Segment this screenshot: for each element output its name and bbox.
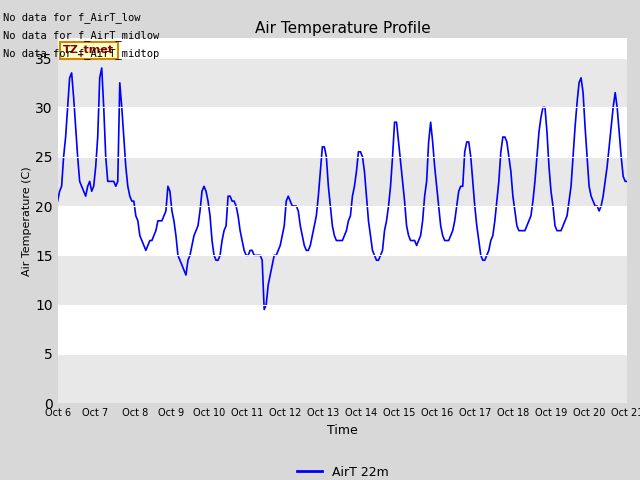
Bar [58, 354, 627, 403]
Bar [58, 58, 627, 108]
Bar [58, 255, 627, 305]
Legend: AirT 22m: AirT 22m [292, 460, 393, 480]
Y-axis label: Air Temperature (C): Air Temperature (C) [22, 166, 33, 276]
Text: TZ_tmet: TZ_tmet [63, 45, 115, 56]
Text: No data for f_AirT_midlow: No data for f_AirT_midlow [3, 30, 159, 41]
Text: No data for f_AirT_low: No data for f_AirT_low [3, 12, 141, 23]
Title: Air Temperature Profile: Air Temperature Profile [255, 21, 430, 36]
Text: No data for f_AirT_midtop: No data for f_AirT_midtop [3, 48, 159, 60]
X-axis label: Time: Time [327, 424, 358, 437]
Bar [58, 156, 627, 206]
